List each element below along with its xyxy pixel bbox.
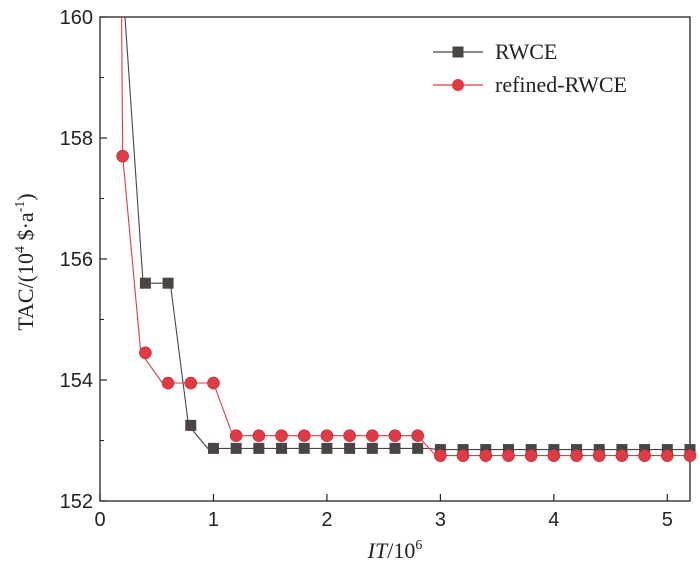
refined-rwce-point: [207, 376, 220, 390]
refined-rwce-point: [434, 449, 447, 462]
rwce-point: [298, 442, 310, 454]
y-axis-title: TAC/(104 $·a-1): [13, 193, 38, 330]
refined-rwce-point: [547, 449, 561, 462]
rwce-point: [276, 442, 288, 454]
y-axis-title-sup1: 4: [13, 246, 28, 253]
refined-rwce-point: [252, 429, 266, 442]
y-tick-label: 156: [60, 249, 93, 271]
refined-rwce-point: [297, 429, 311, 442]
x-tick-label: 3: [435, 509, 446, 531]
legend-marker-square: [452, 46, 464, 58]
rwce-point: [412, 442, 424, 454]
x-tick-label: 4: [548, 509, 559, 531]
refined-rwce-point: [479, 449, 493, 462]
refined-rwce-point: [638, 449, 651, 462]
refined-rwce-point: [139, 346, 152, 360]
rwce-point: [185, 419, 197, 431]
x-tick-label: 0: [94, 509, 105, 531]
refined-rwce-point: [683, 449, 697, 462]
x-axis-title-italic: IT: [367, 538, 389, 563]
refined-rwce-point: [570, 449, 583, 462]
refined-rwce-point: [320, 429, 334, 442]
legend: RWCE refined-RWCE: [433, 39, 627, 97]
rwce-point: [207, 442, 219, 454]
rwce-point: [389, 442, 401, 454]
y-axis-title-end: ): [13, 193, 38, 200]
refined-rwce-point: [411, 429, 424, 442]
refined-rwce-point: [275, 429, 288, 442]
y-tick-label: 152: [60, 491, 93, 513]
y-tick-label: 154: [60, 370, 93, 392]
legend-label: RWCE: [495, 39, 557, 64]
refined-rwce-point: [343, 429, 356, 442]
refined-rwce-point: [184, 376, 198, 390]
legend-label: refined-RWCE: [495, 72, 627, 97]
ticks-layer: 0 1 2 3 4 5 152 154 156 158 160: [60, 7, 673, 531]
refined-rwce-point: [524, 449, 538, 462]
rwce-point: [321, 442, 333, 454]
rwce-point: [344, 442, 356, 454]
rwce-point: [162, 277, 174, 289]
y-axis-title-mid: $·a: [13, 212, 38, 246]
refined-rwce-point: [661, 449, 674, 462]
refined-rwce-point: [366, 429, 379, 442]
x-axis-title: IT/106: [367, 538, 423, 563]
rwce-point: [139, 277, 151, 289]
refined-rwce-point: [592, 449, 606, 462]
refined-rwce-point: [116, 149, 129, 163]
y-tick-label: 158: [60, 128, 93, 150]
rwce-point: [366, 442, 378, 454]
rwce-point: [253, 442, 265, 454]
x-tick-label: 2: [321, 509, 332, 531]
legend-marker-circle: [452, 79, 464, 91]
refined-rwce-point: [502, 449, 515, 462]
y-axis-title-sup2: -1: [13, 201, 28, 213]
y-axis-title-main: TAC/(10: [13, 253, 38, 331]
rwce-point: [230, 442, 242, 454]
refined-rwce-point: [229, 429, 243, 442]
y-tick-label: 160: [60, 7, 93, 29]
refined-rwce-point: [388, 429, 402, 442]
x-axis-title-sup: 6: [415, 538, 422, 553]
x-axis-title-rest: /10: [387, 538, 415, 563]
x-tick-label: 5: [662, 509, 673, 531]
series-markers: [116, 149, 697, 462]
refined-rwce-point: [456, 449, 470, 462]
x-tick-label: 1: [208, 509, 219, 531]
refined-rwce-point: [615, 449, 629, 462]
refined-rwce-point: [161, 376, 175, 390]
